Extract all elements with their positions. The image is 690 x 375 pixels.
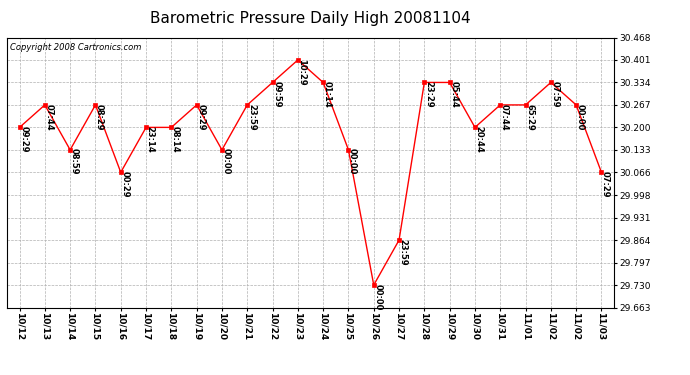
Text: 00:00: 00:00 (221, 148, 230, 175)
Text: 07:29: 07:29 (601, 171, 610, 198)
Text: 07:44: 07:44 (45, 104, 54, 130)
Text: 20:44: 20:44 (475, 126, 484, 153)
Text: Barometric Pressure Daily High 20081104: Barometric Pressure Daily High 20081104 (150, 11, 471, 26)
Text: 23:29: 23:29 (424, 81, 433, 108)
Text: 00:29: 00:29 (121, 171, 130, 198)
Text: 23:14: 23:14 (146, 126, 155, 153)
Text: 01:14: 01:14 (323, 81, 332, 108)
Text: 07:59: 07:59 (551, 81, 560, 108)
Text: 08:14: 08:14 (171, 126, 180, 153)
Text: Copyright 2008 Cartronics.com: Copyright 2008 Cartronics.com (10, 43, 141, 52)
Text: 08:29: 08:29 (95, 104, 104, 130)
Text: 65:29: 65:29 (525, 104, 534, 130)
Text: 09:29: 09:29 (19, 126, 28, 153)
Text: 23:59: 23:59 (399, 239, 408, 266)
Text: 00:00: 00:00 (348, 148, 357, 175)
Text: 08:59: 08:59 (70, 148, 79, 175)
Text: 00:00: 00:00 (373, 284, 382, 310)
Text: 07:44: 07:44 (500, 104, 509, 130)
Text: 09:59: 09:59 (273, 81, 282, 108)
Text: 00:00: 00:00 (576, 104, 585, 130)
Text: 23:59: 23:59 (247, 104, 256, 130)
Text: 05:44: 05:44 (449, 81, 458, 108)
Text: 09:29: 09:29 (197, 104, 206, 130)
Text: 10:29: 10:29 (297, 58, 306, 85)
